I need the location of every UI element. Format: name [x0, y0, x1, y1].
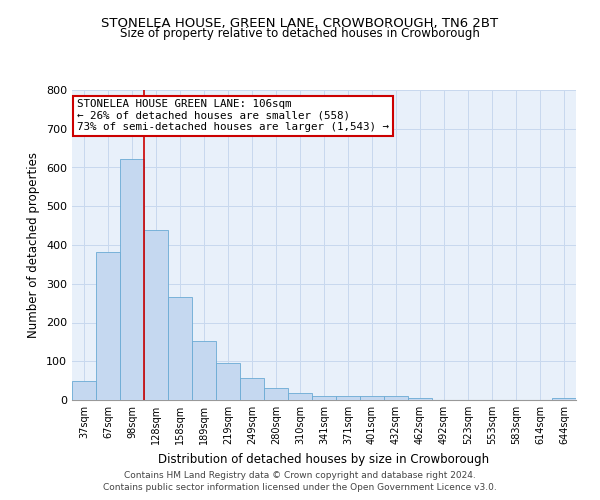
Bar [336, 396, 360, 400]
Text: Size of property relative to detached houses in Crowborough: Size of property relative to detached ho… [120, 28, 480, 40]
Bar [360, 396, 384, 400]
Bar [120, 158, 144, 400]
Bar [96, 252, 120, 400]
Bar [408, 398, 432, 400]
Bar [72, 382, 96, 400]
X-axis label: Distribution of detached houses by size in Crowborough: Distribution of detached houses by size … [158, 452, 490, 466]
Text: STONELEA HOUSE, GREEN LANE, CROWBOROUGH, TN6 2BT: STONELEA HOUSE, GREEN LANE, CROWBOROUGH,… [101, 18, 499, 30]
Bar [312, 396, 336, 400]
Text: STONELEA HOUSE GREEN LANE: 106sqm
← 26% of detached houses are smaller (558)
73%: STONELEA HOUSE GREEN LANE: 106sqm ← 26% … [77, 100, 389, 132]
Bar [240, 378, 264, 400]
Y-axis label: Number of detached properties: Number of detached properties [28, 152, 40, 338]
Bar [168, 298, 192, 400]
Bar [144, 230, 168, 400]
Bar [384, 396, 408, 400]
Bar [216, 363, 240, 400]
Text: Contains HM Land Registry data © Crown copyright and database right 2024.
Contai: Contains HM Land Registry data © Crown c… [103, 471, 497, 492]
Bar [264, 388, 288, 400]
Bar [192, 341, 216, 400]
Bar [552, 398, 576, 400]
Bar [288, 394, 312, 400]
